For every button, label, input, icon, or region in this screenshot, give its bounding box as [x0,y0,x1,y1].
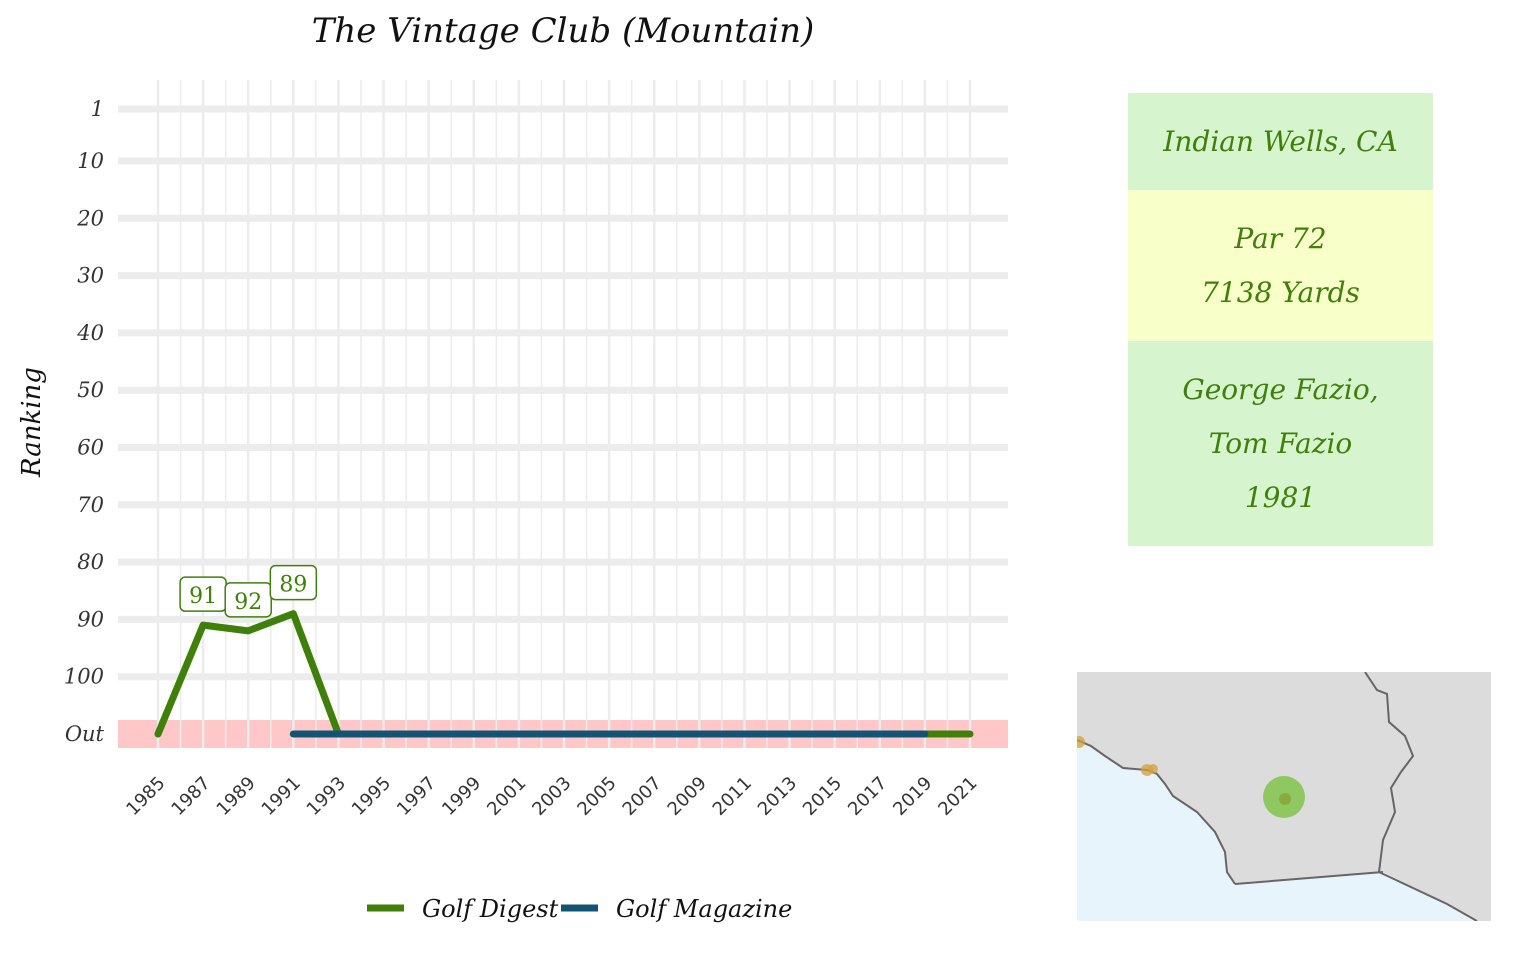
x-tick-label: 2001 [483,773,530,820]
x-tick-label: 2003 [528,773,575,820]
architect-text-2: Tom Fazio [1208,426,1353,460]
y-tick-label: 1 [91,97,104,121]
y-tick-label: 90 [77,607,104,631]
y-tick-label: 70 [77,493,104,517]
legend-label-golf-digest: Golf Digest [422,895,559,923]
design-box: George Fazio, Tom Fazio 1981 [1128,341,1433,546]
x-tick-label: 2019 [889,773,936,820]
x-tick-label: 2013 [754,773,801,820]
data-label: 92 [234,590,262,615]
x-tick-label: 2017 [844,773,891,820]
x-tick-label: 2007 [619,773,666,820]
y-axis-label: Ranking [17,367,47,478]
y-tick-label: 40 [76,321,104,345]
yardage-text: 7138 Yards [1201,275,1360,309]
y-tick-label: 100 [64,665,104,689]
map-svg [1077,672,1491,921]
x-tick-label: 2009 [664,773,711,820]
legend-label-golf-magazine: Golf Magazine [616,895,792,923]
y-tick-label: 30 [77,264,104,288]
y-tick-label: 50 [77,378,104,402]
course-info-panel: Indian Wells, CA Par 72 7138 Yards Georg… [1128,93,1433,546]
year-built-text: 1981 [1244,480,1317,514]
architect-text-1: George Fazio, [1182,372,1379,406]
legend: Golf Digest Golf Magazine [367,895,792,923]
location-map [1077,672,1491,921]
plot-area: 1102030405060708090100Out198519871989199… [64,80,1008,820]
course-stats-box: Par 72 7138 Yards [1128,190,1433,341]
x-tick-label: 2005 [573,773,620,820]
other-course-marker [1077,736,1085,748]
location-box: Indian Wells, CA [1128,93,1433,190]
y-tick-label: 60 [77,436,104,460]
x-tick-label: 2011 [709,773,756,820]
coastline [1077,739,1236,885]
data-label-box [269,564,318,601]
y-tick-label: 10 [77,149,104,173]
other-course-marker [1148,764,1158,774]
par-text: Par 72 [1234,221,1327,255]
data-label: 91 [189,584,217,609]
course-location-dot [1279,793,1291,805]
chart-title: The Vintage Club (Mountain) [312,11,815,51]
x-tick-label: 1995 [348,773,395,820]
location-text: Indian Wells, CA [1163,124,1398,158]
x-tick-label: 1999 [438,773,485,820]
x-tick-label: 1991 [258,773,305,820]
x-tick-label: 1993 [303,773,350,820]
x-tick-label: 1997 [393,773,440,820]
international-border [1234,871,1384,885]
data-label: 89 [279,573,307,598]
x-tick-label: 2015 [799,773,846,820]
x-tick-label: 1987 [167,773,214,820]
y-tick-label: 20 [76,206,104,230]
y-tick-label: Out [65,722,105,746]
data-label-box [224,582,272,618]
x-tick-label: 2021 [934,773,981,820]
x-tick-label: 1989 [213,773,260,820]
x-tick-label: 1985 [122,773,169,820]
y-tick-label: 80 [77,550,104,574]
